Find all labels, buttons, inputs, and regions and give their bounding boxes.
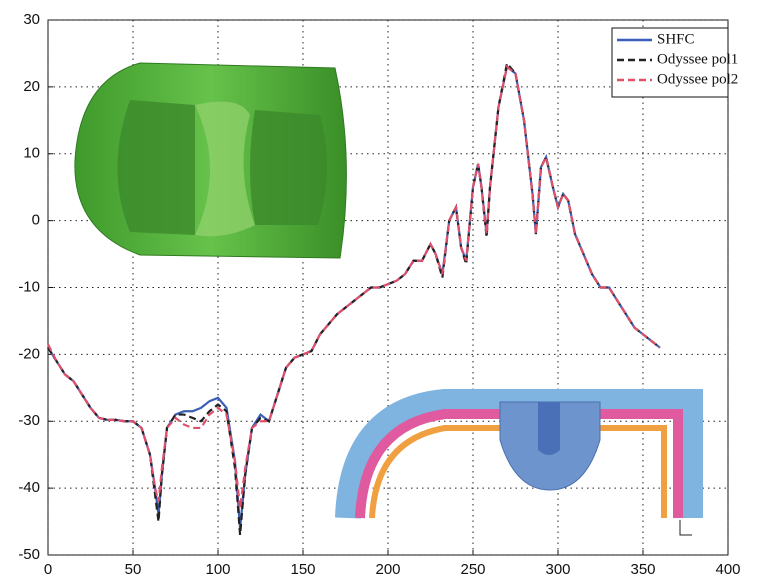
x-tick-label: 300 xyxy=(545,561,570,578)
legend: SHFC Odyssee pol1 Odyssee pol2 xyxy=(612,28,738,97)
x-tick-label: 350 xyxy=(630,561,655,578)
y-tick-label: -20 xyxy=(18,345,40,362)
y-tick-label: 30 xyxy=(23,11,40,28)
inset-radome xyxy=(75,63,347,258)
x-tick-label: 150 xyxy=(290,561,315,578)
x-tick-label: 200 xyxy=(375,561,400,578)
x-tick-label: 400 xyxy=(715,561,740,578)
chart: -50-40-30-20-100102030050100150200250300… xyxy=(0,0,776,582)
x-tick-label: 250 xyxy=(460,561,485,578)
legend-label: SHFC xyxy=(657,31,695,47)
y-tick-label: -50 xyxy=(18,546,40,563)
legend-label: Odyssee pol1 xyxy=(657,51,738,67)
y-tick-label: 20 xyxy=(23,78,40,95)
y-tick-label: -10 xyxy=(18,278,40,295)
y-tick-label: 10 xyxy=(23,145,40,162)
y-tick-label: 0 xyxy=(32,212,40,229)
x-tick-label: 0 xyxy=(44,561,52,578)
x-tick-label: 50 xyxy=(125,561,142,578)
legend-label: Odyssee pol2 xyxy=(657,71,738,87)
x-tick-label: 100 xyxy=(205,561,230,578)
inset-cross-section xyxy=(348,402,692,535)
y-tick-label: -30 xyxy=(18,412,40,429)
y-tick-label: -40 xyxy=(18,479,40,496)
